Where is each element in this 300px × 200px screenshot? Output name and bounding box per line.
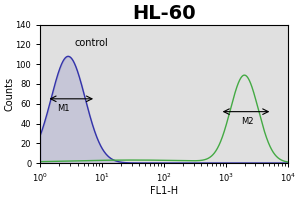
Title: HL-60: HL-60: [132, 4, 196, 23]
Text: control: control: [74, 38, 108, 48]
Y-axis label: Counts: Counts: [4, 77, 14, 111]
Text: M1: M1: [58, 104, 70, 113]
Text: M2: M2: [241, 117, 254, 126]
X-axis label: FL1-H: FL1-H: [150, 186, 178, 196]
